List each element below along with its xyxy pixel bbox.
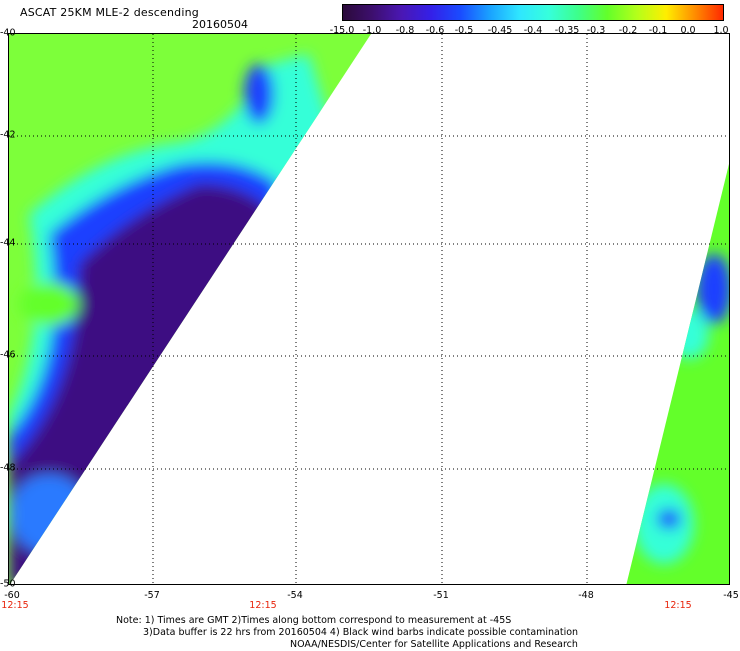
- left-swath: [9, 34, 371, 584]
- swath-map: [9, 34, 729, 584]
- lat-label: -46: [0, 349, 16, 361]
- lat-lon-grid: [9, 34, 729, 584]
- lat-label: -40: [0, 27, 16, 39]
- product-title: ASCAT 25KM MLE-2 descending: [20, 6, 199, 19]
- lon-label: -51: [433, 590, 449, 601]
- time-label: 12:15: [1, 600, 29, 611]
- lon-label: -60: [4, 590, 20, 601]
- colorbar-label: -0.8: [395, 25, 415, 36]
- lat-label: -44: [0, 237, 16, 249]
- lon-label: -54: [287, 590, 303, 601]
- map-frame: [8, 33, 730, 585]
- colorbar-labels: -15.0 -1.0 -0.8 -0.6 -0.5 -0.45 -0.4 -0.…: [330, 25, 740, 37]
- lon-label: -57: [144, 590, 160, 601]
- colorbar-label: -0.35: [554, 25, 580, 36]
- colorbar-label: -0.2: [618, 25, 638, 36]
- note-line-3: NOAA/NESDIS/Center for Satellite Applica…: [290, 639, 578, 650]
- colorbar-label: -0.3: [586, 25, 606, 36]
- colorbar-label: -0.1: [648, 25, 668, 36]
- lon-label: -48: [578, 590, 594, 601]
- colorbar-label: 1.0: [713, 25, 729, 36]
- note-line-2: 3)Data buffer is 22 hrs from 20160504 4)…: [143, 627, 579, 638]
- time-label: 12:15: [249, 600, 277, 611]
- lat-label: -48: [0, 462, 16, 474]
- colorbar-label: -0.6: [425, 25, 445, 36]
- colorbar-label: -1.0: [362, 25, 382, 36]
- colorbar-label: 0.0: [680, 25, 696, 36]
- colorbar-label: -15.0: [329, 25, 355, 36]
- colorbar-label: -0.45: [487, 25, 513, 36]
- lon-label: -45: [723, 590, 739, 601]
- colorbar-label: -0.4: [523, 25, 543, 36]
- product-date: 20160504: [192, 18, 248, 31]
- colorbar-label: -0.5: [454, 25, 474, 36]
- colorbar-gradient: [343, 5, 723, 20]
- lat-label: -50: [0, 578, 16, 590]
- colorbar-fill: [343, 5, 723, 20]
- note-line-1: Note: 1) Times are GMT 2)Times along bot…: [116, 615, 512, 626]
- time-label: 12:15: [664, 600, 692, 611]
- colorbar: [342, 4, 724, 21]
- right-swath: [626, 164, 729, 584]
- lat-label: -42: [0, 129, 16, 141]
